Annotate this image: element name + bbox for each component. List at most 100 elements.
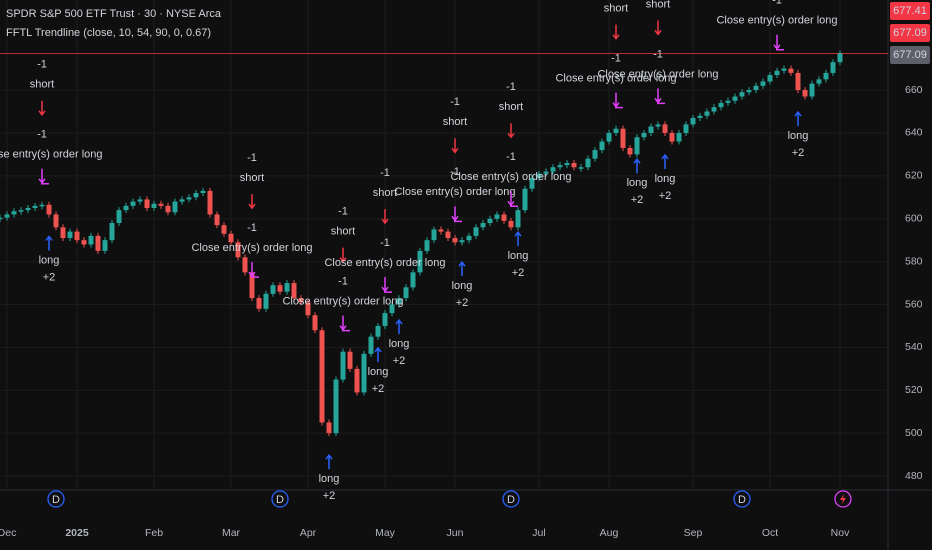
- event-icon: [733, 490, 751, 508]
- candle: [690, 117, 696, 125]
- candle: [725, 100, 731, 103]
- candle: [165, 205, 171, 213]
- candle: [389, 304, 395, 314]
- candle: [375, 325, 381, 337]
- candle: [340, 351, 346, 380]
- candle: [522, 188, 528, 211]
- candle: [459, 240, 465, 243]
- candle: [354, 368, 360, 393]
- short-arrow: [451, 138, 459, 154]
- signal-label: long: [788, 130, 809, 142]
- candle: [697, 115, 703, 118]
- candle: [732, 96, 738, 101]
- candle: [578, 167, 584, 169]
- signal-label: Close entry(s) order long: [450, 171, 571, 183]
- candle: [445, 231, 451, 239]
- close-arrow: [248, 262, 259, 278]
- signal-label: +2: [323, 490, 336, 502]
- candle: [312, 315, 318, 331]
- signal-label: -1: [380, 237, 390, 249]
- x-tick-label: Mar: [222, 527, 241, 539]
- candle: [767, 75, 773, 82]
- signal-label: short: [443, 116, 467, 128]
- candle: [200, 190, 206, 193]
- event-label: D: [738, 494, 746, 506]
- x-tick-label: Feb: [145, 527, 163, 539]
- candle: [823, 72, 829, 80]
- signal-label: long: [627, 177, 648, 189]
- candle: [277, 285, 283, 292]
- price-tag-label: 677.09: [893, 27, 927, 39]
- signal-label: Close entry(s) order long: [555, 73, 676, 85]
- candle: [557, 165, 563, 168]
- short-arrow: [507, 123, 515, 139]
- candle: [123, 205, 129, 211]
- candle: [718, 102, 724, 108]
- signal-label: -1: [506, 151, 516, 163]
- short-arrow: [381, 209, 389, 225]
- candle: [144, 199, 150, 209]
- signal-label: short: [604, 3, 628, 15]
- long-arrow: [794, 110, 802, 127]
- x-tick-label: Oct: [762, 527, 778, 539]
- signal-label: long: [389, 338, 410, 350]
- candle: [795, 72, 801, 91]
- candle: [585, 158, 591, 168]
- x-tick-label: Aug: [600, 527, 619, 539]
- signal-label: -1: [450, 96, 460, 108]
- candle: [438, 229, 444, 232]
- signal-label: Close entry(s) order long: [394, 186, 515, 198]
- price-tag-label: 677.09: [893, 49, 927, 61]
- candle: [137, 199, 143, 202]
- x-tick-label: May: [375, 527, 396, 539]
- candle: [739, 92, 745, 97]
- candle: [466, 235, 472, 241]
- candle: [172, 201, 178, 213]
- y-tick-label: 660: [905, 84, 923, 96]
- candle: [648, 126, 654, 133]
- candle: [711, 107, 717, 112]
- candle: [746, 90, 752, 93]
- candle: [760, 81, 766, 86]
- signal-label: +2: [456, 297, 469, 309]
- close-arrow: [381, 277, 392, 293]
- candle: [382, 313, 388, 326]
- candle: [67, 231, 73, 239]
- long-arrow: [661, 153, 669, 169]
- candle: [781, 68, 787, 71]
- event-label: D: [276, 494, 284, 506]
- candle: [130, 201, 136, 206]
- price-tag-label: 677.41: [893, 5, 927, 17]
- candle: [529, 177, 535, 189]
- candle: [186, 197, 192, 200]
- x-tick-label: Apr: [300, 527, 317, 539]
- signal-label: short: [646, 0, 670, 10]
- candle: [284, 283, 290, 292]
- price-tag: [890, 2, 930, 20]
- candle: [214, 214, 220, 226]
- y-tick-label: 520: [905, 384, 923, 396]
- signal-label: -1: [653, 48, 663, 60]
- candle: [494, 214, 500, 219]
- signal-label: long: [508, 250, 529, 262]
- candle: [410, 272, 416, 288]
- candle: [592, 150, 598, 159]
- event-icon: [47, 490, 65, 508]
- candle: [11, 211, 17, 215]
- candle: [802, 90, 808, 97]
- candle: [193, 192, 199, 198]
- close-arrow: [38, 168, 49, 185]
- candle: [837, 53, 843, 63]
- signal-label: short: [240, 172, 264, 184]
- signal-label: -1: [247, 152, 257, 164]
- x-tick-label: Sep: [684, 527, 703, 539]
- candle: [235, 242, 241, 258]
- signal-label: -1: [506, 81, 516, 93]
- y-tick-label: 600: [905, 213, 923, 225]
- candle: [361, 353, 367, 393]
- candle: [487, 218, 493, 224]
- candle: [326, 422, 332, 434]
- signal-label: Close entry(s) order long: [282, 296, 403, 308]
- candle: [753, 85, 759, 91]
- indicator-label: FFTL Trendline (close, 10, 54, 90, 0, 0.…: [6, 27, 211, 39]
